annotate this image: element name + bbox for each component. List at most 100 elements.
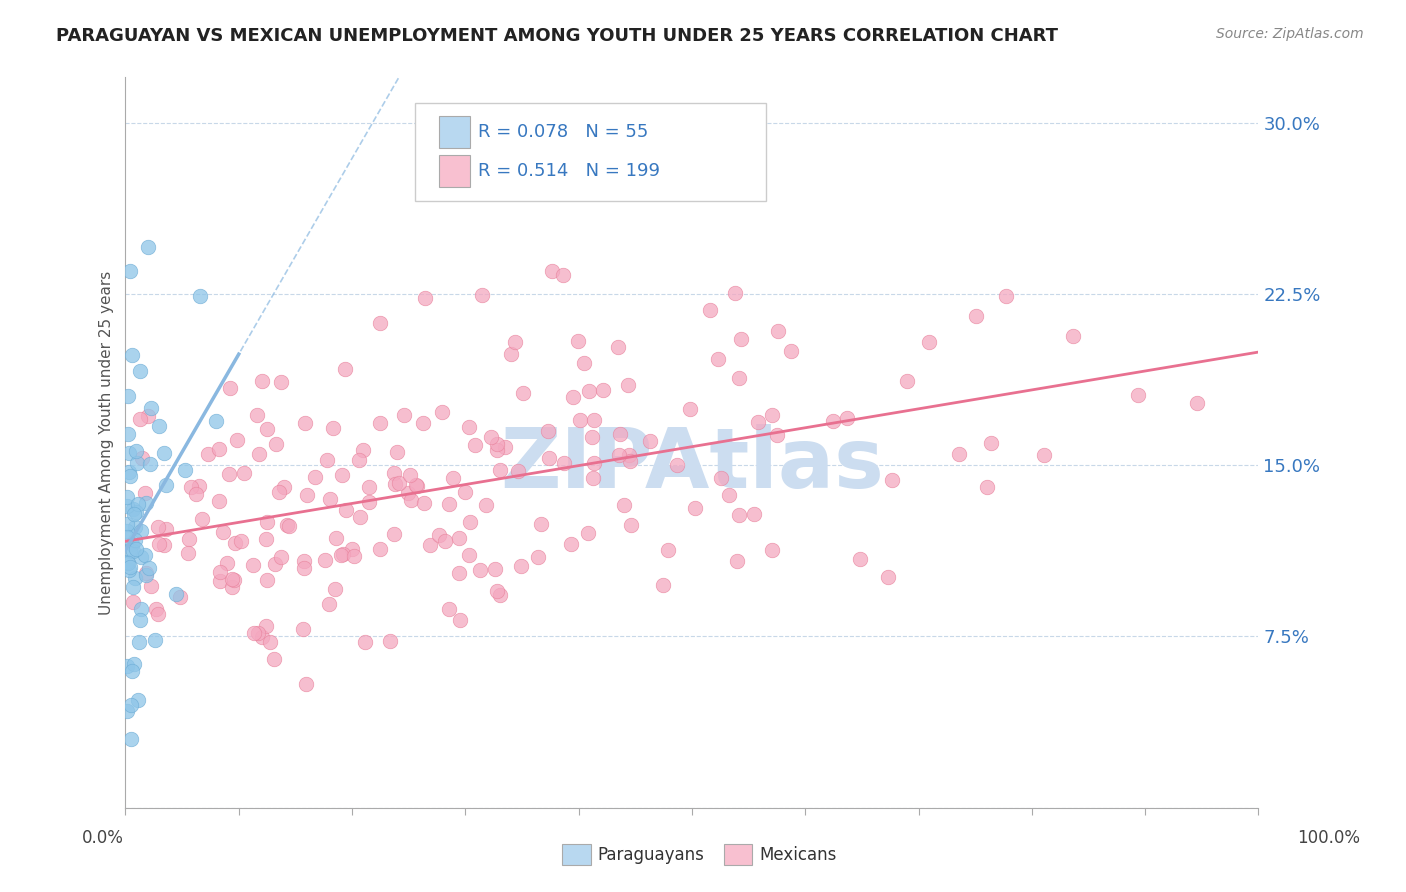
Point xyxy=(918,334,941,349)
Point xyxy=(508,464,530,478)
Point xyxy=(219,381,242,395)
Text: R = 0.514   N = 199: R = 0.514 N = 199 xyxy=(478,162,659,180)
Point xyxy=(138,457,160,471)
Point xyxy=(437,497,460,511)
Point xyxy=(136,409,159,423)
Point xyxy=(134,548,156,562)
Point xyxy=(121,536,143,550)
Point xyxy=(217,557,239,571)
Point xyxy=(125,542,148,557)
Point xyxy=(823,414,845,428)
Point xyxy=(457,548,479,562)
Point xyxy=(368,316,391,330)
Point xyxy=(454,485,477,500)
Point xyxy=(256,573,278,587)
Point xyxy=(115,500,138,514)
Point xyxy=(152,538,174,552)
Point xyxy=(173,463,195,477)
Point xyxy=(115,530,138,544)
Point xyxy=(224,536,246,550)
Point xyxy=(208,442,231,456)
Point xyxy=(190,289,212,303)
Point xyxy=(128,412,150,426)
Point xyxy=(574,356,596,370)
Point xyxy=(129,524,152,538)
Point xyxy=(127,693,149,707)
Point xyxy=(877,570,900,584)
Point xyxy=(143,633,166,648)
Point xyxy=(212,524,235,539)
Point xyxy=(468,563,491,577)
Point xyxy=(592,383,614,397)
Point xyxy=(226,433,249,447)
Point xyxy=(122,580,145,594)
Point xyxy=(115,524,138,538)
Point xyxy=(128,613,150,627)
Point xyxy=(347,453,370,467)
Point xyxy=(146,607,169,621)
Point xyxy=(512,386,534,401)
Point xyxy=(503,334,526,349)
Point xyxy=(527,549,550,564)
Point xyxy=(118,264,141,278)
Point xyxy=(488,463,510,477)
Point xyxy=(121,544,143,558)
Point xyxy=(169,591,191,605)
Point xyxy=(540,263,562,277)
Text: R = 0.078   N = 55: R = 0.078 N = 55 xyxy=(478,123,648,141)
Point xyxy=(728,508,751,522)
Point xyxy=(638,434,661,449)
Point xyxy=(117,388,139,402)
Point xyxy=(578,384,600,398)
Point xyxy=(146,520,169,534)
Point xyxy=(343,549,366,564)
Point xyxy=(619,449,641,463)
Point xyxy=(537,424,560,438)
Point xyxy=(139,579,162,593)
Point xyxy=(710,471,733,485)
Point xyxy=(457,419,479,434)
Point xyxy=(270,375,292,389)
Point xyxy=(368,542,391,557)
Text: Paraguayans: Paraguayans xyxy=(598,846,704,863)
Point xyxy=(560,537,582,551)
Point xyxy=(322,420,344,434)
Point xyxy=(318,597,340,611)
Point xyxy=(494,440,516,454)
Point xyxy=(965,310,987,324)
Point xyxy=(254,532,277,546)
Point xyxy=(256,422,278,436)
Point xyxy=(125,456,148,470)
Point xyxy=(292,561,315,575)
Point xyxy=(263,652,285,666)
Point xyxy=(1062,329,1084,343)
Point xyxy=(294,416,316,430)
Point xyxy=(509,558,531,573)
Point xyxy=(128,635,150,649)
Point xyxy=(576,526,599,541)
Point xyxy=(208,566,231,580)
Point xyxy=(730,332,752,346)
Point xyxy=(254,619,277,633)
Point xyxy=(136,240,159,254)
Point xyxy=(277,519,299,533)
Point xyxy=(124,520,146,534)
Point xyxy=(679,402,702,417)
Point xyxy=(699,302,721,317)
Point xyxy=(980,436,1002,450)
Point xyxy=(335,361,357,376)
Point xyxy=(340,542,363,557)
Point xyxy=(124,504,146,518)
Point xyxy=(948,447,970,461)
Point xyxy=(471,288,494,302)
Point xyxy=(250,374,273,388)
Text: ZIPAtlas: ZIPAtlas xyxy=(501,424,884,505)
Point xyxy=(387,475,409,490)
Point xyxy=(430,405,453,419)
Point xyxy=(464,438,486,452)
Point xyxy=(188,478,211,492)
Point xyxy=(125,444,148,458)
Point xyxy=(353,634,375,648)
Point xyxy=(325,531,347,545)
Point xyxy=(177,532,200,546)
